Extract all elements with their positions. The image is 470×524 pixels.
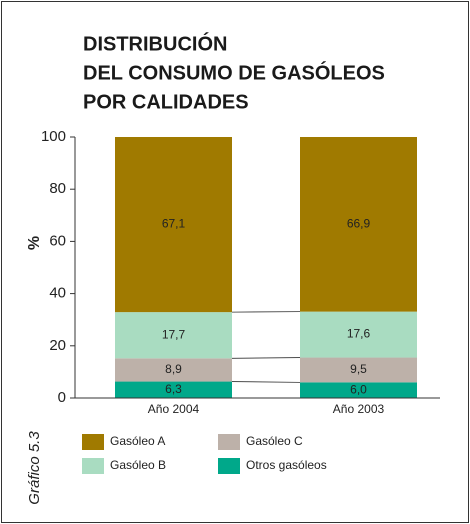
- chart-title: DISTRIBUCIÓN: [83, 31, 227, 55]
- legend-swatch: [218, 434, 240, 450]
- bar-segment: [115, 137, 232, 313]
- data-label: 9,5: [350, 362, 367, 376]
- legend-label: Gasóleo C: [246, 434, 303, 448]
- legend-swatch: [218, 458, 240, 474]
- legend-swatch: [82, 458, 104, 474]
- legend-swatch: [82, 434, 104, 450]
- data-label: 67,1: [162, 217, 186, 231]
- legend-label: Gasóleo A: [110, 434, 165, 448]
- data-label: 17,6: [347, 327, 371, 341]
- y-tick-label: 80: [49, 180, 66, 197]
- chart-title: DEL CONSUMO DE GASÓLEOS: [83, 60, 385, 84]
- bar-segment: [300, 311, 417, 358]
- bar-segment: [300, 137, 417, 312]
- data-label: 8,9: [165, 362, 182, 376]
- chart-title: POR CALIDADES: [83, 91, 249, 113]
- data-label: 6,0: [350, 382, 367, 396]
- y-axis-label: %: [26, 236, 43, 250]
- y-tick-label: 0: [58, 389, 66, 406]
- data-label: 66,9: [347, 216, 371, 230]
- caption: Gráfico 5.3: [26, 431, 43, 505]
- legend-label: Gasóleo B: [110, 458, 166, 472]
- bar-segment: [300, 357, 417, 383]
- y-tick-label: 40: [49, 285, 66, 302]
- connector: [231, 381, 301, 383]
- data-label: 17,7: [162, 327, 186, 341]
- bar-segment: [115, 381, 232, 398]
- y-tick-label: 20: [49, 337, 66, 354]
- connector: [231, 357, 301, 359]
- y-tick-label: 100: [41, 128, 66, 145]
- bar-segment: [115, 358, 232, 382]
- y-tick-label: 60: [49, 232, 66, 249]
- bar-segment: [115, 312, 232, 359]
- legend-label: Otros gasóleos: [246, 458, 327, 472]
- connector: [231, 311, 301, 313]
- x-tick-label: Año 2004: [148, 402, 200, 416]
- x-tick-label: Año 2003: [333, 402, 385, 416]
- bar-segment: [300, 382, 417, 398]
- data-label: 6,3: [165, 382, 182, 396]
